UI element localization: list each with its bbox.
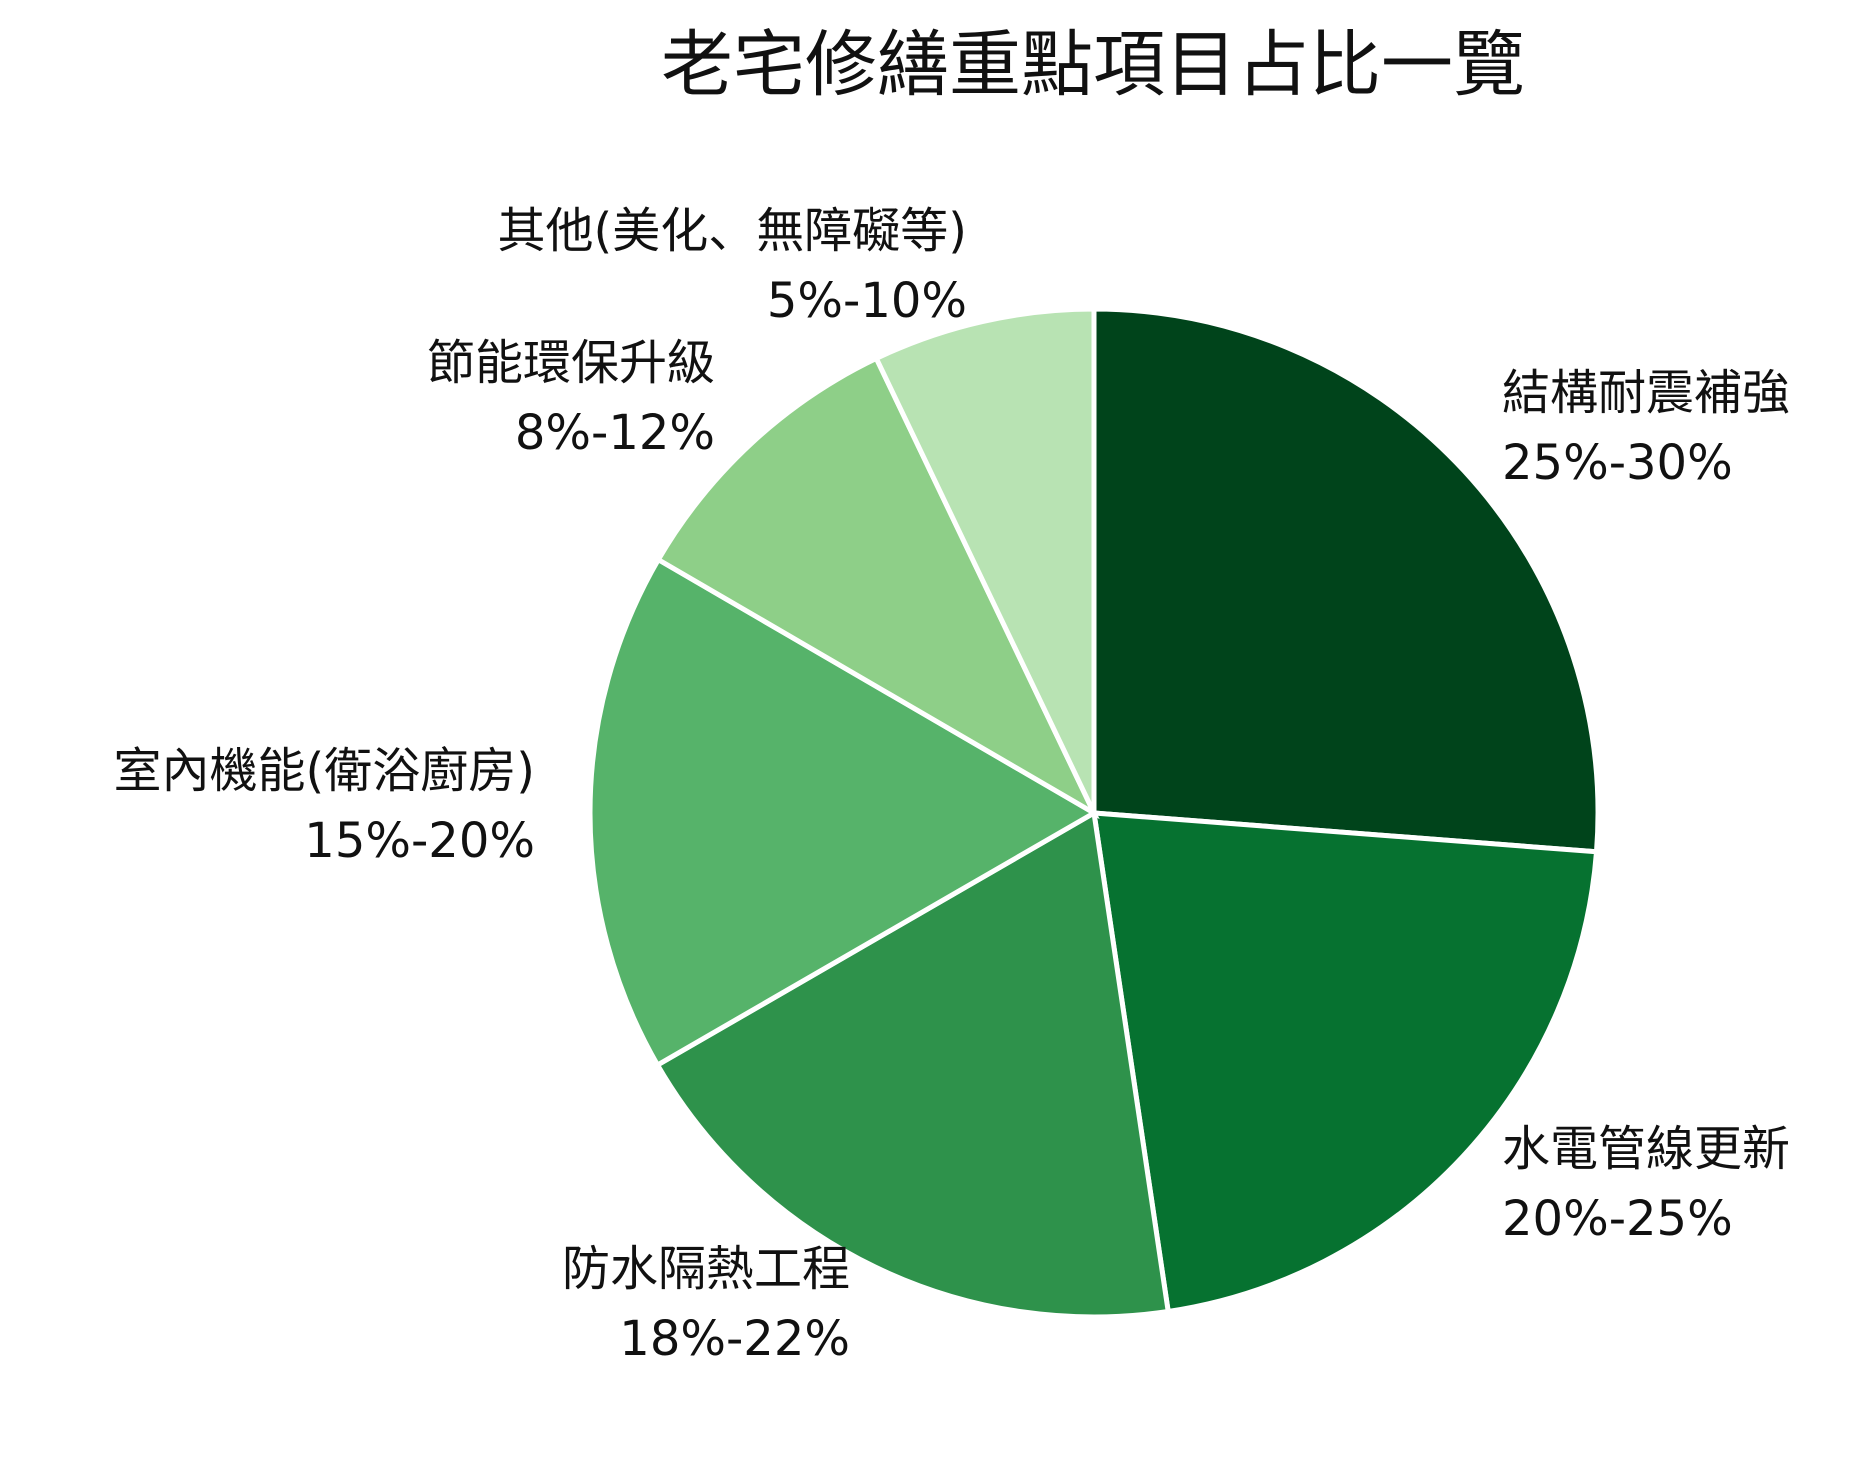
pie-slice [654, 808, 1172, 1320]
slice-label: 結構耐震補強 [1502, 365, 1790, 421]
slice-range-label: 15%-20% [304, 813, 535, 869]
pie-slice [654, 355, 1100, 820]
slice-label: 防水隔熱工程 [562, 1241, 850, 1297]
slice-range-label: 20%-25% [1502, 1191, 1733, 1247]
pie-slice [873, 306, 1097, 815]
slice-range-label: 25%-30% [1502, 435, 1733, 491]
slice-range-label: 8%-12% [515, 405, 715, 461]
slice-label: 室內機能(衛浴廚房) [114, 743, 535, 799]
pie-slice [1091, 306, 1601, 855]
slice-label: 其他(美化、無障礙等) [498, 203, 967, 259]
slice-range-label: 5%-10% [767, 273, 967, 329]
slice-range-label: 18%-22% [619, 1311, 850, 1367]
pie-slice [1091, 810, 1600, 1315]
chart-title: 老宅修繕重點項目占比一覽 [661, 23, 1525, 107]
slice-label: 水電管線更新 [1502, 1121, 1790, 1177]
slice-label: 節能環保升級 [427, 335, 715, 391]
pie-slice [587, 556, 1099, 1069]
